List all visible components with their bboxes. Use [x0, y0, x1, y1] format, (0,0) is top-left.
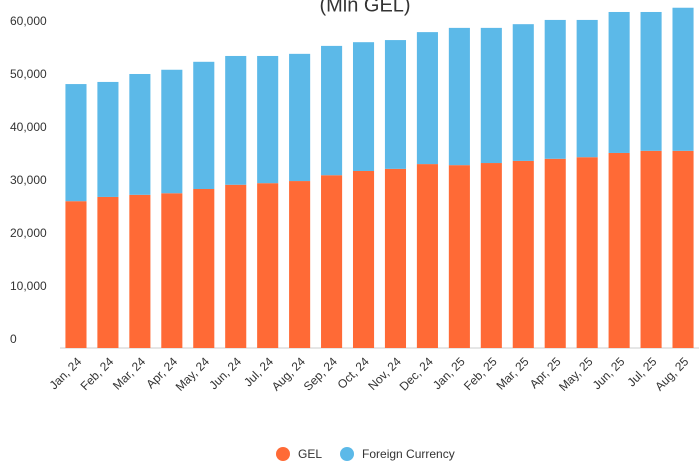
bar-segment — [97, 81, 119, 197]
x-tick-label: Jan, 25 — [430, 354, 468, 392]
x-tick-label: Sep, 24 — [301, 354, 340, 393]
y-tick-label: 30,000 — [10, 173, 47, 187]
bar-segment — [257, 183, 279, 348]
bar-segment — [544, 19, 566, 159]
bar-segment — [352, 42, 375, 171]
x-tick-label: Feb, 24 — [78, 354, 117, 393]
bar-segment — [289, 181, 311, 348]
bar-segment — [640, 150, 662, 348]
bar-segment — [321, 175, 343, 348]
x-tick-label: Aug, 25 — [652, 354, 691, 393]
bar-segment — [225, 184, 247, 348]
bar-segment — [448, 165, 470, 348]
bar-segment — [416, 32, 438, 165]
y-tick-label: 50,000 — [10, 67, 47, 81]
x-tick-label: May, 25 — [556, 354, 596, 394]
x-tick-label: Jun, 24 — [206, 354, 244, 392]
y-tick-label: 40,000 — [10, 120, 47, 134]
x-tick-label: Mar, 24 — [110, 354, 148, 392]
bar-segment — [576, 19, 598, 158]
bar-segment — [384, 168, 407, 348]
bar-segment — [289, 53, 311, 182]
bar-segment — [576, 157, 598, 348]
bar-segment — [257, 55, 279, 184]
bar-segment — [512, 24, 534, 161]
bar-segment — [193, 189, 215, 348]
y-tick-label: 20,000 — [10, 226, 47, 240]
legend-marker — [340, 447, 355, 461]
x-tick-label: Jan, 24 — [47, 354, 85, 392]
chart-title: (Mln GEL) — [319, 0, 410, 16]
bar-segment — [65, 84, 87, 202]
bar-segment — [225, 55, 247, 185]
bar-segment — [512, 160, 534, 348]
x-tick-label: Feb, 25 — [461, 354, 500, 393]
bar-segment — [161, 193, 183, 348]
y-tick-label: 0 — [10, 332, 17, 346]
bar-segment — [352, 170, 375, 348]
bar-segment — [672, 150, 694, 348]
bar-segment — [640, 11, 662, 151]
x-tick-label: May, 24 — [173, 354, 213, 394]
x-tick-label: Jun, 25 — [590, 354, 628, 392]
x-tick-label: Dec, 24 — [397, 354, 436, 393]
bar-segment — [129, 194, 151, 348]
legend-marker — [276, 447, 290, 461]
legend-label: GEL — [298, 447, 322, 461]
bar-segment — [129, 73, 151, 195]
bar-segment — [65, 201, 87, 348]
bar-segment — [608, 11, 630, 153]
y-tick-label: 60,000 — [10, 14, 47, 28]
legend-label: Foreign Currency — [362, 447, 455, 461]
x-tick-label: Oct, 24 — [335, 354, 372, 391]
bar-segment — [321, 45, 343, 176]
bar-segment — [608, 152, 630, 348]
bar-segment — [480, 163, 502, 348]
x-tick-label: Aug, 24 — [269, 354, 308, 393]
bar-segment — [416, 164, 438, 348]
x-tick-label: Mar, 25 — [493, 354, 531, 392]
bar-segment — [448, 27, 470, 166]
bar-segment — [544, 158, 566, 348]
bar-segment — [480, 27, 502, 164]
bar-segment — [161, 69, 183, 194]
x-tick-label: Nov, 24 — [365, 354, 404, 393]
bar-segment — [97, 196, 119, 348]
y-tick-label: 10,000 — [10, 279, 47, 293]
bar-segment — [384, 40, 407, 169]
bar-segment — [193, 61, 215, 189]
bar-segment — [672, 7, 694, 151]
